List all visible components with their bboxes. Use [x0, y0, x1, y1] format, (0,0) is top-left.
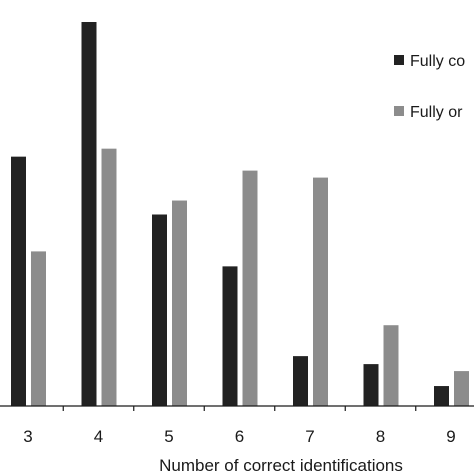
legend-swatch-fully-or [394, 106, 404, 116]
bar-fully-or-4 [101, 148, 117, 406]
x-tick-labels-group: 3 4 5 6 7 8 9 [23, 427, 455, 446]
bar-fully-or-5 [172, 200, 187, 406]
bar-fully-co-8 [363, 364, 379, 406]
bar-fully-co-4 [81, 22, 97, 406]
x-ticks-group [62, 406, 417, 411]
bar-fully-co-7 [293, 356, 308, 406]
bar-fully-or-8 [383, 325, 399, 406]
x-tick-label-8: 8 [376, 427, 385, 446]
bar-fully-co-5 [152, 214, 167, 406]
x-tick-label-9: 9 [446, 427, 455, 446]
x-tick-label-5: 5 [164, 427, 173, 446]
bars-group [11, 22, 469, 406]
bar-fully-co-3 [11, 156, 26, 406]
legend-label-fully-co: Fully co [410, 53, 465, 70]
legend-swatch-fully-co [394, 55, 404, 65]
x-tick-label-7: 7 [305, 427, 314, 446]
legend-label-fully-or: Fully or [410, 104, 463, 121]
bar-fully-co-9 [434, 386, 449, 406]
x-tick-label-4: 4 [94, 427, 103, 446]
bar-fully-co-6 [222, 266, 238, 406]
bar-fully-or-6 [242, 170, 258, 406]
bar-fully-or-3 [31, 251, 46, 406]
x-tick-label-3: 3 [23, 427, 32, 446]
bar-fully-or-7 [313, 177, 328, 406]
legend: Fully co Fully or [394, 53, 465, 121]
x-tick-label-6: 6 [235, 427, 244, 446]
bar-fully-or-9 [454, 371, 469, 406]
x-axis-title: Number of correct identifications [159, 456, 403, 474]
